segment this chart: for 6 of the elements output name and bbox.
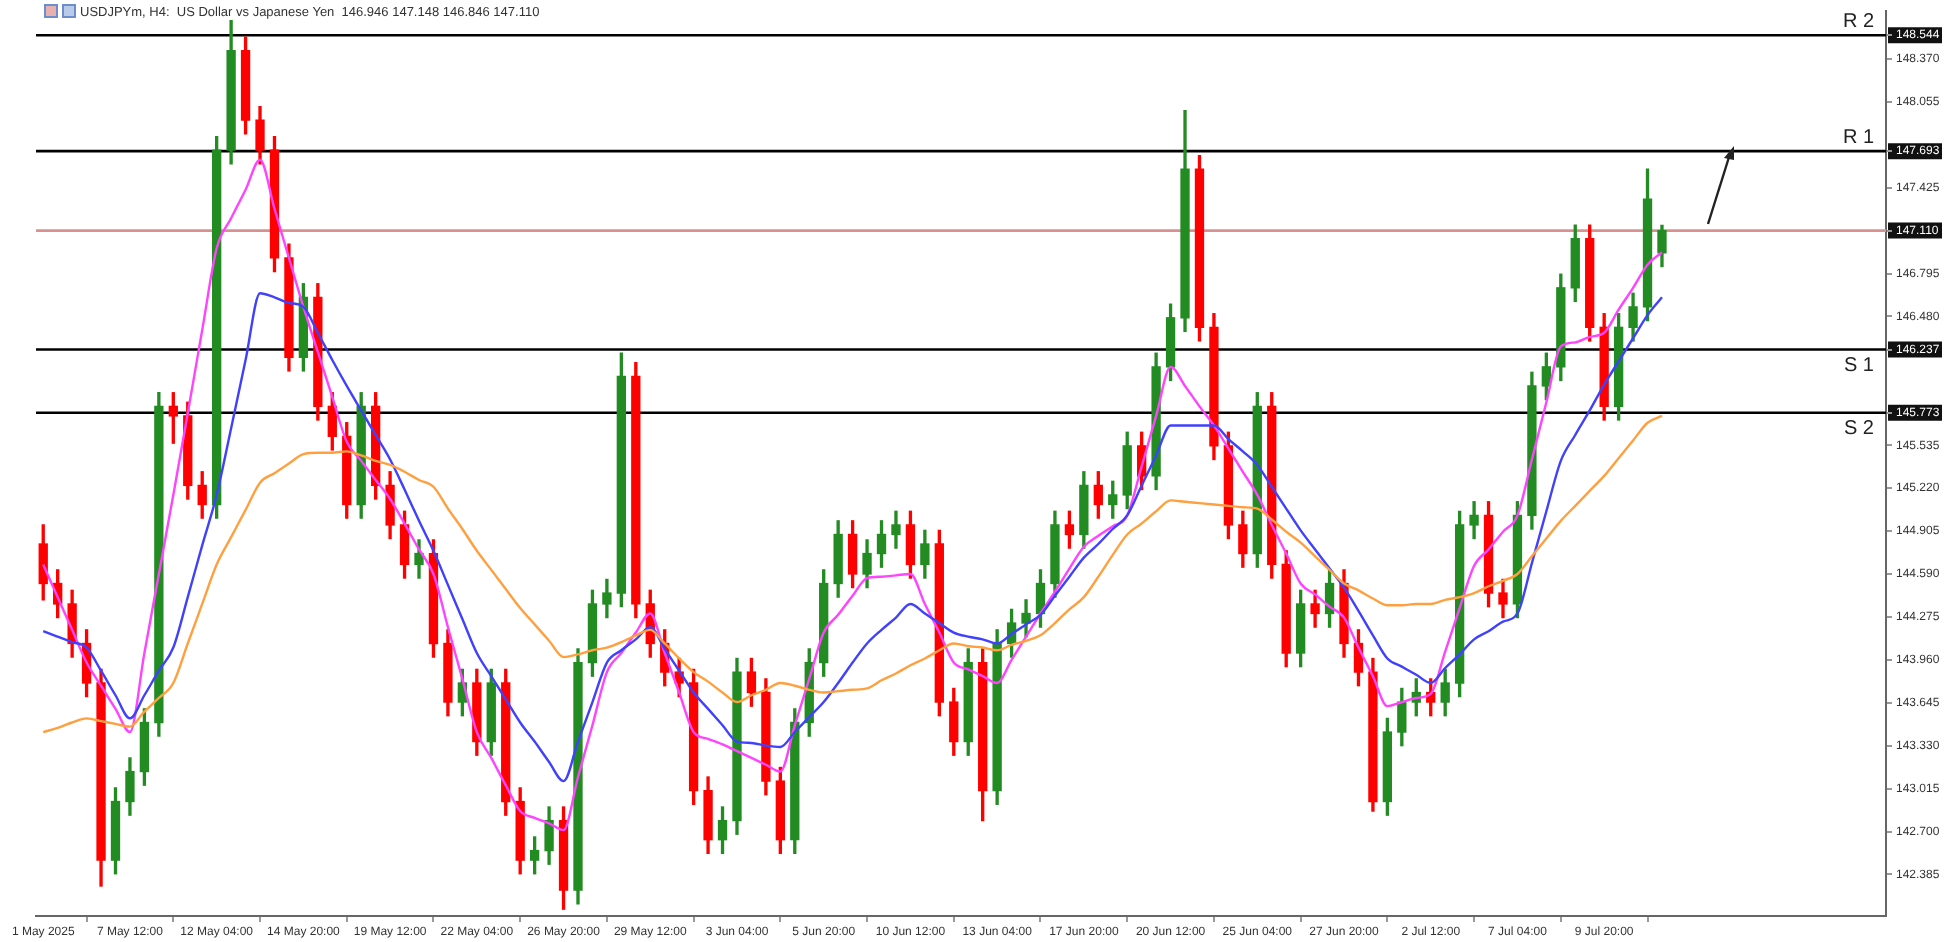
ref-line-label: S 2 (1843, 418, 1875, 441)
ref-line-label: R 1 (1842, 126, 1875, 149)
ref-line-label: S 1 (1843, 355, 1875, 378)
line-series (42, 292, 1664, 783)
ref-line-label: R 2 (1842, 10, 1875, 33)
line-series (42, 414, 1664, 734)
